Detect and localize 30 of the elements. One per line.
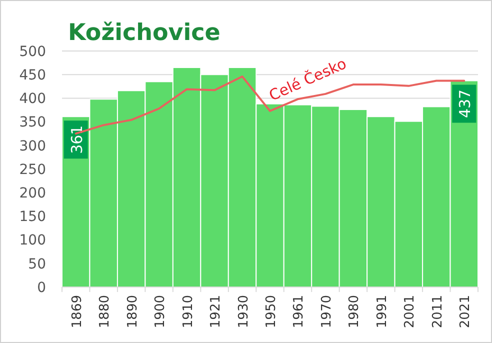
y-tick-label: 150 bbox=[19, 209, 46, 226]
y-tick-label: 100 bbox=[19, 232, 46, 249]
chart-title: Kožichovice bbox=[68, 20, 220, 46]
x-tick-label: 2021 bbox=[458, 295, 474, 328]
data-label: 361 bbox=[68, 125, 86, 154]
y-tick-label: 400 bbox=[19, 91, 46, 108]
text: Celé Česko bbox=[266, 54, 350, 105]
x-tick-label: 1930 bbox=[236, 295, 252, 328]
x-tick-label: 1961 bbox=[292, 295, 307, 328]
y-tick-label: 0 bbox=[37, 280, 46, 296]
x-tick-label: 1869 bbox=[70, 295, 85, 328]
x-tick-label: 1921 bbox=[208, 295, 224, 328]
y-tick-label: 500 bbox=[19, 44, 46, 60]
y-tick-label: 250 bbox=[19, 162, 46, 178]
x-tick-label: 1950 bbox=[264, 295, 279, 328]
x-tick-label: 1910 bbox=[180, 295, 196, 328]
x-tick-label: 1900 bbox=[153, 295, 168, 328]
y-tick-label: 350 bbox=[19, 114, 46, 131]
x-tick-label: 1890 bbox=[125, 295, 140, 328]
x-tick-label: 2001 bbox=[402, 295, 418, 328]
data-label: 437 bbox=[456, 89, 474, 118]
y-tick-label: 300 bbox=[19, 138, 46, 154]
x-tick-label: 2011 bbox=[430, 295, 446, 328]
x-tick-label: 1991 bbox=[374, 295, 390, 328]
y-tick-label: 50 bbox=[28, 256, 46, 272]
x-tick-label: 1970 bbox=[319, 295, 334, 328]
x-tick-label: 1880 bbox=[98, 295, 113, 328]
x-tick-label: 1980 bbox=[347, 295, 362, 328]
y-tick-label: 450 bbox=[19, 68, 46, 84]
y-tick-label: 200 bbox=[19, 186, 46, 202]
